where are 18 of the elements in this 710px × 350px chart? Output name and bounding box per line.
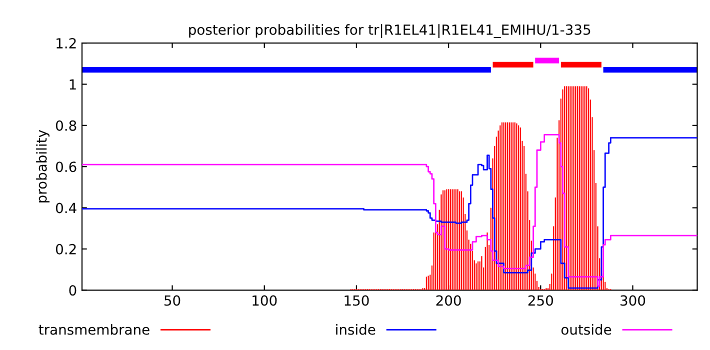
chart-title: posterior probabilities for tr|R1EL41|R1EL41_EMIHU/1-335 <box>189 24 590 38</box>
y-tick-label: 0 <box>69 285 76 296</box>
y-tick-label: 1.2 <box>56 38 76 48</box>
y-axis-title: probability <box>36 130 50 202</box>
x-tick-label: 100 <box>252 295 277 306</box>
x-tick-label: 50 <box>164 295 180 306</box>
x-tick-label: 250 <box>528 295 553 306</box>
x-tick-label: 300 <box>620 295 646 306</box>
y-tick-label: 0.4 <box>56 202 76 214</box>
legend-label: transmembrane <box>38 324 150 335</box>
legend-label: outside <box>561 324 612 335</box>
y-tick-label: 0.8 <box>56 120 76 131</box>
y-tick-label: 1 <box>70 79 76 90</box>
x-tick-label: 150 <box>344 295 369 306</box>
x-tick-label: 200 <box>436 295 461 306</box>
y-tick-label: 0.2 <box>56 244 76 254</box>
y-tick-label: 0.6 <box>56 162 76 172</box>
legend-label: inside <box>336 324 376 335</box>
